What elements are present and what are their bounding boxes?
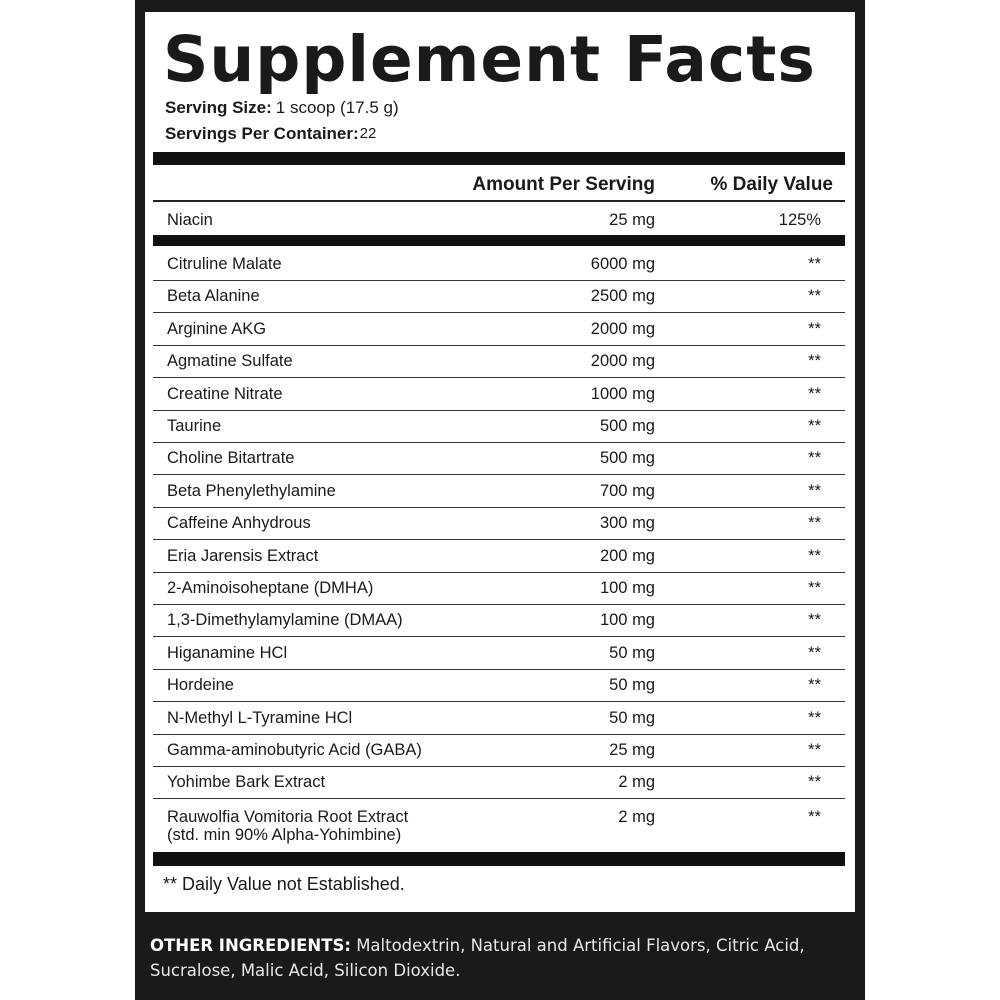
ingredient-amount: 6000 mg xyxy=(590,255,655,273)
table-row: Hordeine 50 mg ** xyxy=(153,669,845,703)
ingredient-name: Hordeine xyxy=(167,676,234,695)
table-row: Arginine AKG 2000 mg ** xyxy=(153,313,845,346)
table-row: Eria Jarensis Extract 200 mg ** xyxy=(153,540,845,573)
ingredient-dv: ** xyxy=(808,676,821,695)
ingredient-amount: 25 mg xyxy=(609,211,655,229)
serving-size-value: 1 scoop (17.5 g) xyxy=(275,98,399,117)
ingredient-name: Creatine Nitrate xyxy=(167,384,283,403)
table-row: 2-Aminoisoheptane (DMHA) 100 mg ** xyxy=(153,572,845,605)
table-row: Higanamine HCl 50 mg ** xyxy=(153,637,845,670)
ingredient-name: 1,3-Dimethylamylamine (DMAA) xyxy=(167,611,403,630)
ingredient-dv: ** xyxy=(808,643,821,662)
supplement-facts-panel: Supplement Facts Serving Size: 1 scoop (… xyxy=(145,12,855,912)
table-row: Yohimbe Bark Extract 2 mg ** xyxy=(153,766,845,800)
page-title: Supplement Facts xyxy=(163,23,816,96)
ingredient-dv: ** xyxy=(808,384,821,403)
table-row: N-Methyl L-Tyramine HCl 50 mg ** xyxy=(153,702,845,735)
ingredient-dv: ** xyxy=(808,449,821,468)
table-row: Rauwolfia Vomitoria Root Extract (std. m… xyxy=(153,801,845,847)
divider-thick xyxy=(153,152,845,165)
ingredient-name: Beta Phenylethylamine xyxy=(167,481,336,500)
ingredient-name: Choline Bitartrate xyxy=(167,449,295,468)
divider-thin xyxy=(153,200,845,202)
ingredient-name: Agmatine Sulfate xyxy=(167,352,293,371)
ingredient-name: Yohimbe Bark Extract xyxy=(167,773,326,792)
servings-label: Servings Per Container: xyxy=(165,124,359,143)
table-row: Choline Bitartrate 500 mg ** xyxy=(153,442,845,476)
ingredient-amount: 2000 mg xyxy=(590,352,655,371)
other-ingredients: OTHER INGREDIENTS: Maltodextrin, Natural… xyxy=(150,933,865,983)
ingredient-dv: ** xyxy=(808,514,821,533)
servings-value: 22 xyxy=(359,125,377,142)
footnote: ** Daily Value not Established. xyxy=(163,874,405,894)
ingredient-name: Rauwolfia Vomitoria Root Extract xyxy=(167,808,409,826)
ingredient-amount: 2000 mg xyxy=(590,319,655,338)
ingredient-amount: 500 mg xyxy=(599,417,655,435)
other-ingredients-label: OTHER INGREDIENTS: xyxy=(150,936,351,955)
header-amount: Amount Per Serving xyxy=(472,174,655,195)
serving-size-label: Serving Size: xyxy=(165,98,272,117)
ingredient-amount: 100 mg xyxy=(599,611,655,630)
ingredient-dv: 125% xyxy=(778,211,821,229)
divider-thick xyxy=(153,235,845,246)
ingredient-dv: ** xyxy=(808,808,821,826)
ingredient-name: 2-Aminoisoheptane (DMHA) xyxy=(167,579,374,597)
other-ingredients-text: Maltodextrin, Natural and Artificial Fla… xyxy=(150,936,805,980)
ingredient-name: Gamma-aminobutyric Acid (GABA) xyxy=(167,741,422,759)
ingredient-dv: ** xyxy=(808,352,821,371)
ingredient-amount: 500 mg xyxy=(599,449,655,468)
divider-thick xyxy=(153,852,845,866)
ingredient-dv: ** xyxy=(808,417,821,435)
ingredient-dv: ** xyxy=(808,546,821,565)
ingredient-name: Arginine AKG xyxy=(167,319,267,338)
table-row: Gamma-aminobutyric Acid (GABA) 25 mg ** xyxy=(153,734,845,767)
header-daily-value: % Daily Value xyxy=(710,174,833,195)
table-row-niacin: Niacin 25 mg 125% xyxy=(153,204,845,234)
ingredient-dv: ** xyxy=(808,741,821,759)
ingredient-name: Beta Alanine xyxy=(167,287,260,306)
ingredient-amount: 50 mg xyxy=(609,643,655,662)
ingredient-name: Taurine xyxy=(167,417,222,435)
table-row: 1,3-Dimethylamylamine (DMAA) 100 mg ** xyxy=(153,604,845,638)
ingredient-dv: ** xyxy=(808,255,821,273)
ingredient-amount: 200 mg xyxy=(599,546,655,565)
ingredient-name: Higanamine HCl xyxy=(167,643,288,662)
ingredient-amount: 25 mg xyxy=(609,741,655,759)
table-row: Beta Phenylethylamine 700 mg ** xyxy=(153,475,845,508)
ingredient-name: Citruline Malate xyxy=(167,255,282,273)
table-row: Caffeine Anhydrous 300 mg ** xyxy=(153,507,845,541)
ingredient-name: Caffeine Anhydrous xyxy=(167,514,311,533)
ingredient-amount: 300 mg xyxy=(599,514,655,533)
ingredient-amount: 2 mg xyxy=(618,808,655,826)
ingredient-amount: 2500 mg xyxy=(590,287,655,306)
table-row: Agmatine Sulfate 2000 mg ** xyxy=(153,345,845,379)
table-row: Taurine 500 mg ** xyxy=(153,410,845,443)
ingredient-dv: ** xyxy=(808,708,821,727)
ingredient-dv: ** xyxy=(808,611,821,630)
serving-size: Serving Size: 1 scoop (17.5 g) xyxy=(165,98,399,118)
ingredient-amount: 700 mg xyxy=(599,481,655,500)
table-row: Citruline Malate 6000 mg ** xyxy=(153,248,845,281)
ingredient-name: Eria Jarensis Extract xyxy=(167,546,319,565)
ingredient-amount: 1000 mg xyxy=(590,384,655,403)
ingredient-name-sub: (std. min 90% Alpha-Yohimbine) xyxy=(167,826,402,844)
ingredient-amount: 100 mg xyxy=(599,579,655,597)
ingredient-amount: 50 mg xyxy=(609,676,655,695)
ingredient-dv: ** xyxy=(808,579,821,597)
table-row: Beta Alanine 2500 mg ** xyxy=(153,280,845,314)
ingredient-name: N-Methyl L-Tyramine HCl xyxy=(167,708,353,727)
ingredient-name: Niacin xyxy=(167,211,213,229)
ingredient-dv: ** xyxy=(808,287,821,306)
ingredient-amount: 2 mg xyxy=(618,773,655,792)
ingredient-dv: ** xyxy=(808,481,821,500)
ingredient-dv: ** xyxy=(808,319,821,338)
table-row: Creatine Nitrate 1000 mg ** xyxy=(153,378,845,411)
ingredient-dv: ** xyxy=(808,773,821,792)
servings-per-container: Servings Per Container: 22 xyxy=(165,124,376,144)
ingredient-amount: 50 mg xyxy=(609,708,655,727)
